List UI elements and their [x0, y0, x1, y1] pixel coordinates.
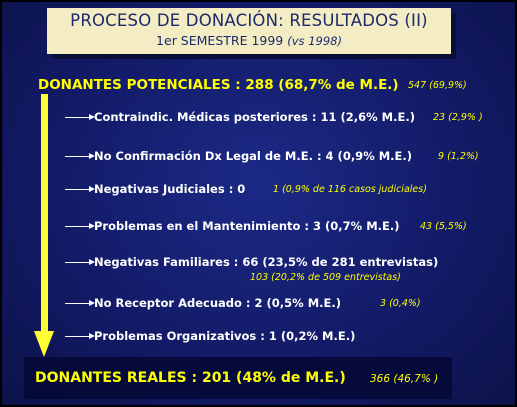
loss-label-recipient: No Receptor Adecuado : 2 (0,5% M.E.) — [94, 296, 341, 310]
loss-label-organizational: Problemas Organizativos : 1 (0,2% M.E.) — [94, 329, 356, 343]
potential-donors-label: DONANTES POTENCIALES : 288 (68,7% de M.E… — [38, 77, 399, 93]
arrow-icon — [65, 332, 95, 340]
flow-arrow-shaft — [41, 94, 48, 332]
loss-comparison-medical: 23 (2,9% ) — [433, 112, 483, 123]
title-box: PROCESO DE DONACIÓN: RESULTADOS (II) 1er… — [47, 8, 451, 54]
arrow-icon — [65, 185, 95, 193]
slide-title: PROCESO DE DONACIÓN: RESULTADOS (II) — [70, 11, 428, 30]
loss-comparison-maintenance: 43 (5,5%) — [420, 221, 467, 232]
real-donors-comparison: 366 (46,7% ) — [370, 373, 439, 385]
potential-donors-comparison: 547 (69,9%) — [408, 80, 467, 91]
loss-comparison-legal-dx: 9 (1,2%) — [438, 151, 479, 162]
arrow-icon — [65, 299, 95, 307]
loss-label-maintenance: Problemas en el Mantenimiento : 3 (0,7% … — [94, 219, 400, 233]
flow-arrow-head — [34, 331, 54, 357]
subtitle-comparison: (vs 1998) — [287, 34, 342, 48]
loss-comparison-family: 103 (20,2% de 509 entrevistas) — [250, 272, 401, 283]
loss-label-family: Negativas Familiares : 66 (23,5% de 281 … — [94, 255, 439, 269]
real-donors-box — [24, 357, 452, 399]
slide-subtitle: 1er SEMESTRE 1999 (vs 1998) — [47, 33, 451, 48]
real-donors-label: DONANTES REALES : 201 (48% de M.E.) — [35, 370, 346, 386]
loss-comparison-recipient: 3 (0,4%) — [380, 298, 421, 309]
loss-label-judicial: Negativas Judiciales : 0 — [94, 182, 246, 196]
loss-label-legal-dx: No Confirmación Dx Legal de M.E. : 4 (0,… — [94, 149, 413, 163]
arrow-icon — [65, 152, 95, 160]
loss-label-medical: Contraindic. Médicas posteriores : 11 (2… — [94, 110, 415, 124]
loss-comparison-judicial: 1 (0,9% de 116 casos judiciales) — [273, 184, 427, 195]
arrow-icon — [65, 222, 95, 230]
arrow-icon — [65, 258, 95, 266]
subtitle-period: 1er SEMESTRE 1999 — [156, 33, 284, 48]
arrow-icon — [65, 113, 95, 121]
